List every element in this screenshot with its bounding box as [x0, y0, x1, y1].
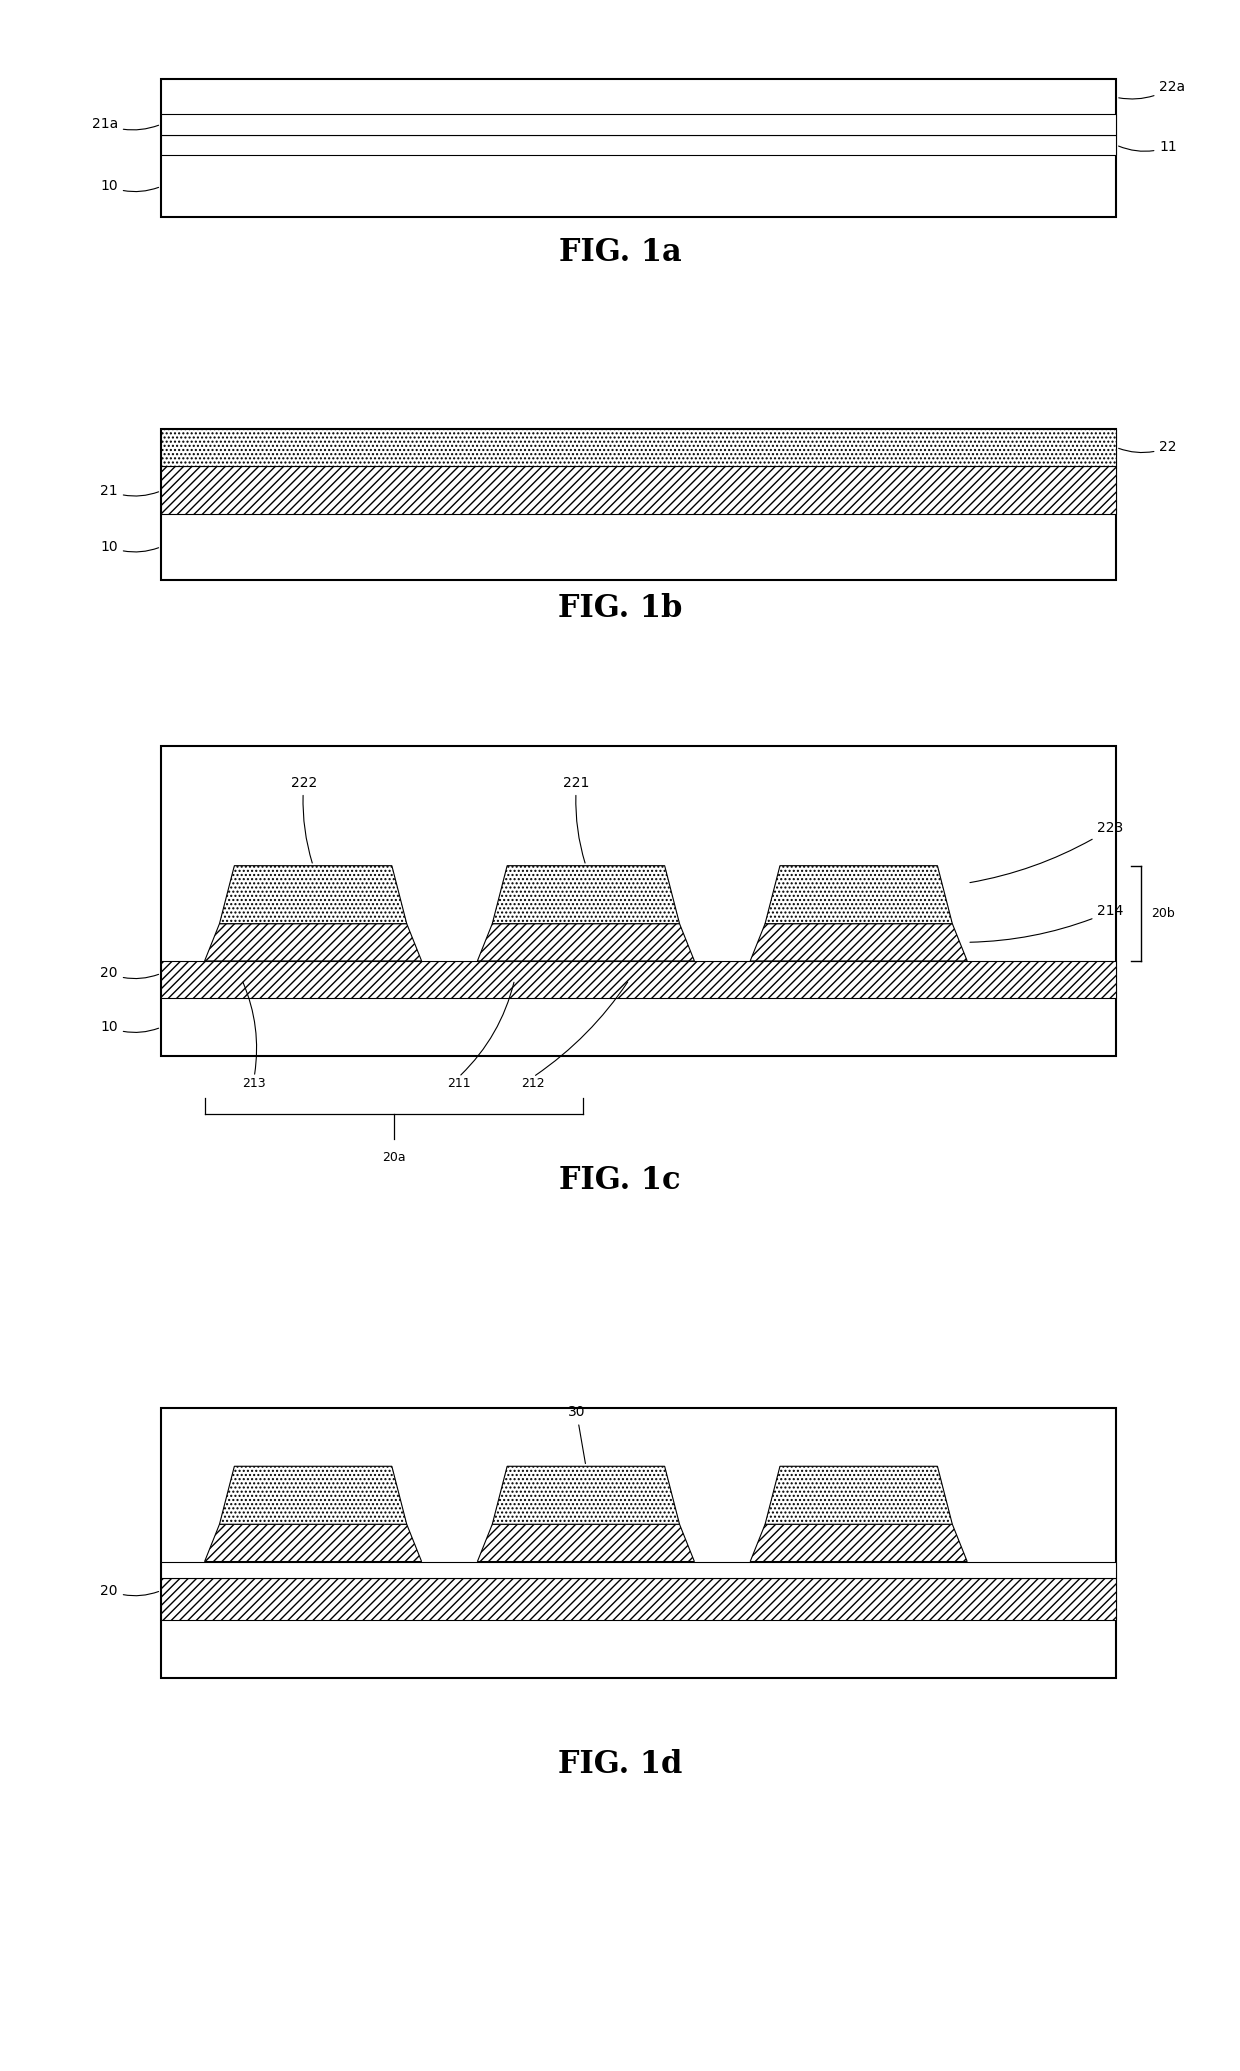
Polygon shape: [219, 1466, 407, 1524]
Text: 20a: 20a: [382, 1151, 405, 1164]
Polygon shape: [492, 866, 680, 924]
Text: 20: 20: [100, 967, 159, 980]
Text: 223: 223: [970, 822, 1123, 882]
Text: 222: 222: [290, 777, 317, 864]
Text: 21a: 21a: [92, 118, 159, 130]
Text: FIG. 1a: FIG. 1a: [559, 238, 681, 267]
Bar: [161, 79, 1116, 217]
Text: 221: 221: [563, 777, 590, 864]
Text: 11: 11: [1118, 141, 1177, 153]
Bar: [161, 429, 1116, 466]
Text: FIG. 1b: FIG. 1b: [558, 594, 682, 623]
Polygon shape: [205, 1524, 422, 1562]
Text: FIG. 1c: FIG. 1c: [559, 1166, 681, 1195]
Polygon shape: [219, 866, 407, 924]
Text: 213: 213: [242, 1077, 267, 1089]
Bar: [161, 135, 1116, 155]
Bar: [161, 1562, 1116, 1578]
Text: 211: 211: [446, 1077, 471, 1089]
Text: 214: 214: [970, 905, 1123, 942]
Polygon shape: [750, 924, 967, 961]
Polygon shape: [477, 924, 694, 961]
Text: 10: 10: [100, 541, 159, 553]
Bar: [161, 1578, 1116, 1620]
Text: 212: 212: [521, 1077, 546, 1089]
Text: 20b: 20b: [1151, 907, 1174, 920]
Text: 30: 30: [568, 1406, 585, 1464]
Bar: [161, 429, 1116, 580]
Polygon shape: [750, 1524, 967, 1562]
Text: FIG. 1d: FIG. 1d: [558, 1750, 682, 1779]
Text: 10: 10: [100, 180, 159, 193]
Polygon shape: [477, 1524, 694, 1562]
Bar: [161, 746, 1116, 1056]
Text: 10: 10: [100, 1021, 159, 1033]
Text: 21: 21: [100, 485, 159, 497]
Bar: [161, 466, 1116, 514]
Polygon shape: [765, 866, 952, 924]
Bar: [161, 114, 1116, 135]
Text: 22a: 22a: [1118, 81, 1185, 99]
Bar: [161, 1408, 1116, 1678]
Bar: [161, 961, 1116, 998]
Polygon shape: [765, 1466, 952, 1524]
Text: 20: 20: [100, 1584, 159, 1597]
Polygon shape: [205, 924, 422, 961]
Text: 22: 22: [1118, 441, 1177, 454]
Polygon shape: [492, 1466, 680, 1524]
